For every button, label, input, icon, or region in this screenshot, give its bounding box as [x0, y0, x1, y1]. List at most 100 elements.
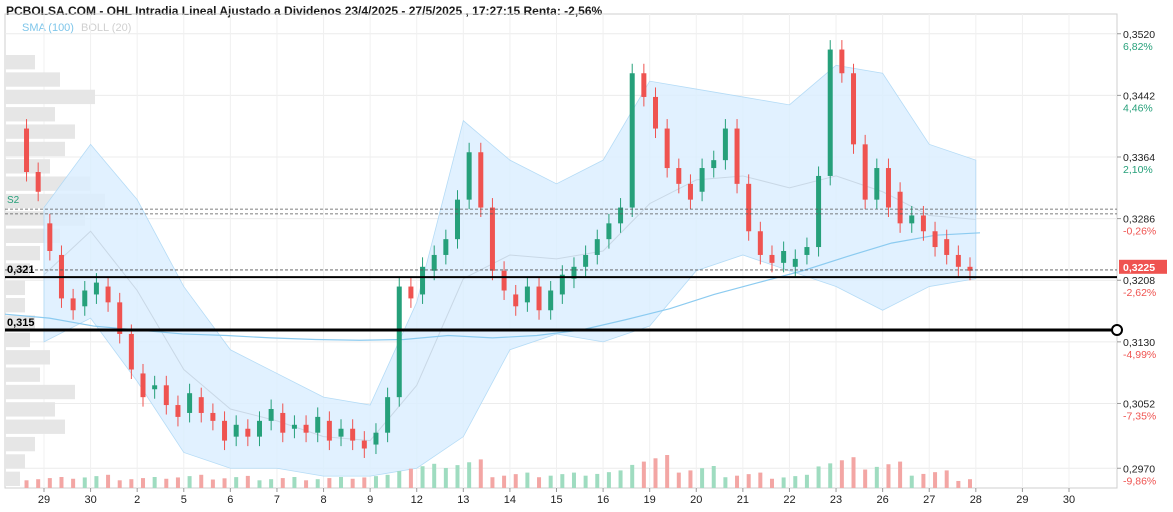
candle-body: [699, 168, 705, 192]
levels: 0,321 0,315 S2: [5, 195, 1123, 336]
candle-body: [431, 254, 437, 271]
volume-bar: [397, 471, 402, 488]
volume-bar: [455, 465, 460, 488]
volume-bar: [502, 475, 507, 488]
candle-body: [233, 424, 239, 437]
x-tick-label: 9: [367, 494, 373, 506]
volume-profile-bar: [5, 280, 25, 296]
volume-bar: [956, 480, 961, 488]
volume-bar: [443, 467, 448, 488]
candle-body: [606, 223, 612, 240]
candle-body: [687, 183, 693, 200]
candles: [24, 40, 973, 458]
candle-body: [769, 254, 775, 263]
y-tick-change: 6,82%: [1123, 41, 1153, 53]
sma-line: [4, 232, 981, 341]
volume-bar: [537, 477, 542, 488]
legend: SMA (100) BOLL (20): [22, 22, 131, 34]
y-tick-price: 0,3442: [1123, 90, 1155, 102]
volume-profile-bar: [5, 350, 50, 365]
level-handle: [1111, 324, 1123, 336]
candle-body: [583, 254, 589, 267]
x-tick-label: 20: [690, 494, 702, 506]
volume-bar: [560, 474, 565, 488]
candle-body: [664, 128, 670, 169]
x-axis: 29 30 2 5 6 7 8 9 12 13 14 15 16 19 20 21 22 23 26 27 28 29 30: [38, 488, 1075, 506]
volume-bar: [886, 464, 891, 488]
candle-body: [676, 168, 682, 184]
candle-body: [827, 49, 833, 176]
volume-bar: [362, 477, 367, 488]
candle-body: [781, 251, 787, 263]
candle-body: [489, 207, 495, 271]
y-tick-price: 0,3130: [1123, 337, 1155, 349]
volume-bar: [758, 472, 763, 488]
candle-body: [256, 420, 262, 437]
x-tick-label: 26: [877, 494, 889, 506]
candle-body: [222, 420, 228, 441]
candle-body: [757, 231, 763, 255]
y-tick-price: 0,3520: [1123, 29, 1155, 41]
volume-profile-bar: [5, 454, 25, 469]
candle-body: [152, 385, 158, 390]
candle-body: [338, 428, 344, 437]
candle-body: [128, 333, 134, 370]
candle-body: [734, 128, 740, 184]
candle-body: [291, 424, 297, 429]
y-tick-price: 0,2970: [1123, 463, 1155, 475]
volume-bars: [24, 455, 972, 488]
volume-bar: [711, 466, 716, 488]
volume-profile-bar: [5, 107, 55, 122]
candle-body: [804, 247, 810, 255]
y-tick-change: -0,26%: [1123, 226, 1156, 238]
volume-bar: [478, 459, 483, 488]
volume-bar: [222, 478, 227, 488]
marker-label: S2: [7, 195, 20, 206]
x-tick-label: 7: [274, 494, 280, 506]
volume-bar: [269, 479, 274, 488]
legend-sma[interactable]: SMA (100): [22, 22, 74, 34]
volume-bar: [595, 473, 600, 488]
volume-profile-bar: [5, 367, 40, 382]
volume-bar: [280, 478, 285, 488]
x-tick-label: 22: [783, 494, 795, 506]
volume-profile-bar: [5, 72, 60, 87]
volume-profile-bar: [5, 419, 65, 434]
volume-profile-bar: [5, 124, 75, 139]
candle-body: [163, 385, 169, 406]
volume-bar: [665, 455, 670, 488]
x-tick-label: 30: [84, 494, 96, 506]
volume-profile-bar: [5, 436, 35, 452]
legend-boll[interactable]: BOLL (20): [81, 22, 132, 34]
candle-body: [711, 160, 717, 169]
x-tick-label: 30: [1063, 494, 1075, 506]
volume-bar: [967, 479, 972, 488]
volume-profile-bar: [5, 245, 40, 261]
volume-bar: [513, 474, 518, 488]
volume-bar: [385, 474, 390, 488]
volume-bar: [490, 477, 495, 488]
candle-body: [47, 223, 53, 251]
volume-bar: [944, 470, 949, 488]
candle-body: [641, 73, 647, 97]
level-label: 0,315: [7, 317, 35, 329]
y-tick-change: -4,99%: [1123, 349, 1156, 361]
volume-bar: [117, 480, 122, 488]
volume-bar: [292, 477, 297, 488]
x-tick-label: 15: [550, 494, 562, 506]
x-tick-label: 21: [737, 494, 749, 506]
candle-body: [594, 239, 600, 255]
x-tick-label: 19: [644, 494, 656, 506]
x-tick-label: 29: [1016, 494, 1028, 506]
candle-body: [70, 298, 76, 311]
candle-body: [897, 191, 903, 224]
volume-bar: [828, 463, 833, 488]
candle-body: [350, 428, 356, 441]
last-price-tag: [1119, 259, 1167, 274]
volume-bar: [653, 458, 658, 488]
candle-body: [466, 152, 472, 200]
volume-bar: [432, 463, 437, 488]
x-tick-label: 12: [411, 494, 423, 506]
volume-bar: [863, 469, 868, 488]
